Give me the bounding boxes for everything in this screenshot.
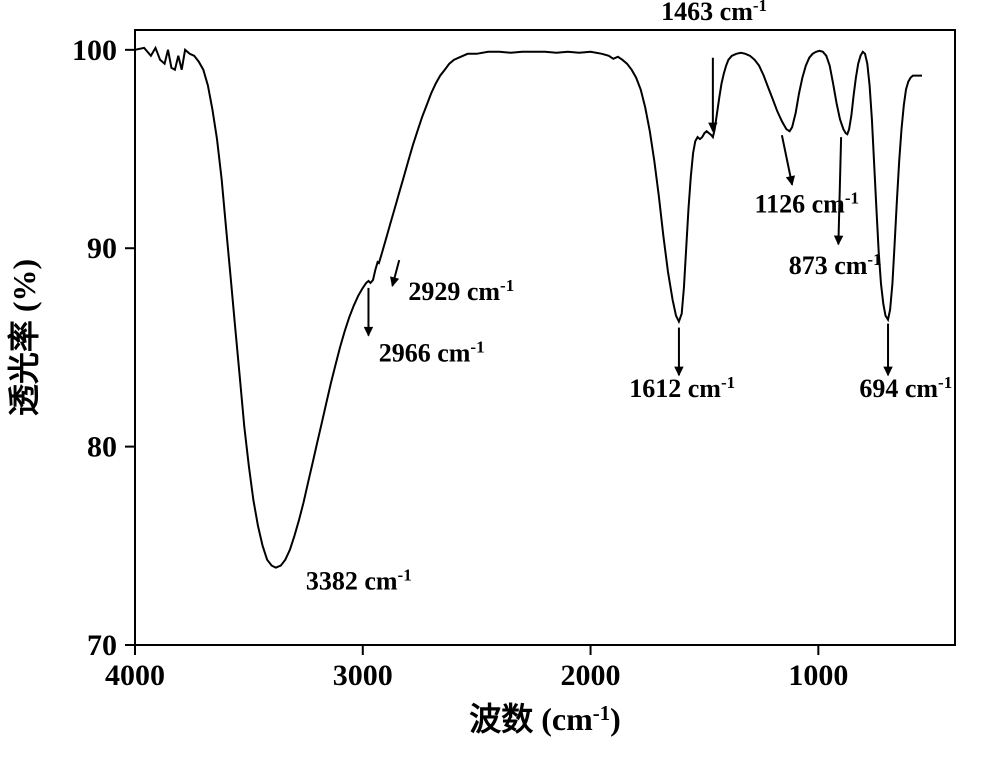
peak-label: 1612 cm-1: [629, 373, 735, 403]
svg-text:90: 90: [87, 232, 117, 265]
peak-label: 1463 cm-1: [661, 0, 767, 26]
y-axis-label: 透光率 (%): [6, 259, 42, 416]
peak-label: 694 cm-1: [859, 373, 952, 403]
chart-svg: 4000 3000 2000 1000 70 80 90 100 波数 (cm-1) 透光率 (%…: [0, 0, 1000, 770]
svg-text:100: 100: [72, 34, 117, 67]
svg-text:2000: 2000: [561, 659, 621, 692]
svg-text:70: 70: [87, 629, 117, 662]
peak-label: 873 cm-1: [789, 250, 882, 280]
peak-label: 3382 cm-1: [306, 565, 412, 595]
svg-text:4000: 4000: [105, 659, 165, 692]
svg-text:3000: 3000: [333, 659, 393, 692]
ir-spectrum-chart: 4000 3000 2000 1000 70 80 90 100 波数 (cm-1) 透光率 (%…: [0, 0, 1000, 770]
svg-text:80: 80: [87, 431, 117, 464]
spectrum-line: [135, 48, 922, 568]
peak-label: 2929 cm-1: [408, 276, 514, 306]
x-axis-label: 波数 (cm-1): [469, 701, 621, 737]
peak-label: 1126 cm-1: [755, 189, 859, 219]
svg-text:1000: 1000: [788, 659, 848, 692]
peak-label: 2966 cm-1: [379, 337, 485, 367]
